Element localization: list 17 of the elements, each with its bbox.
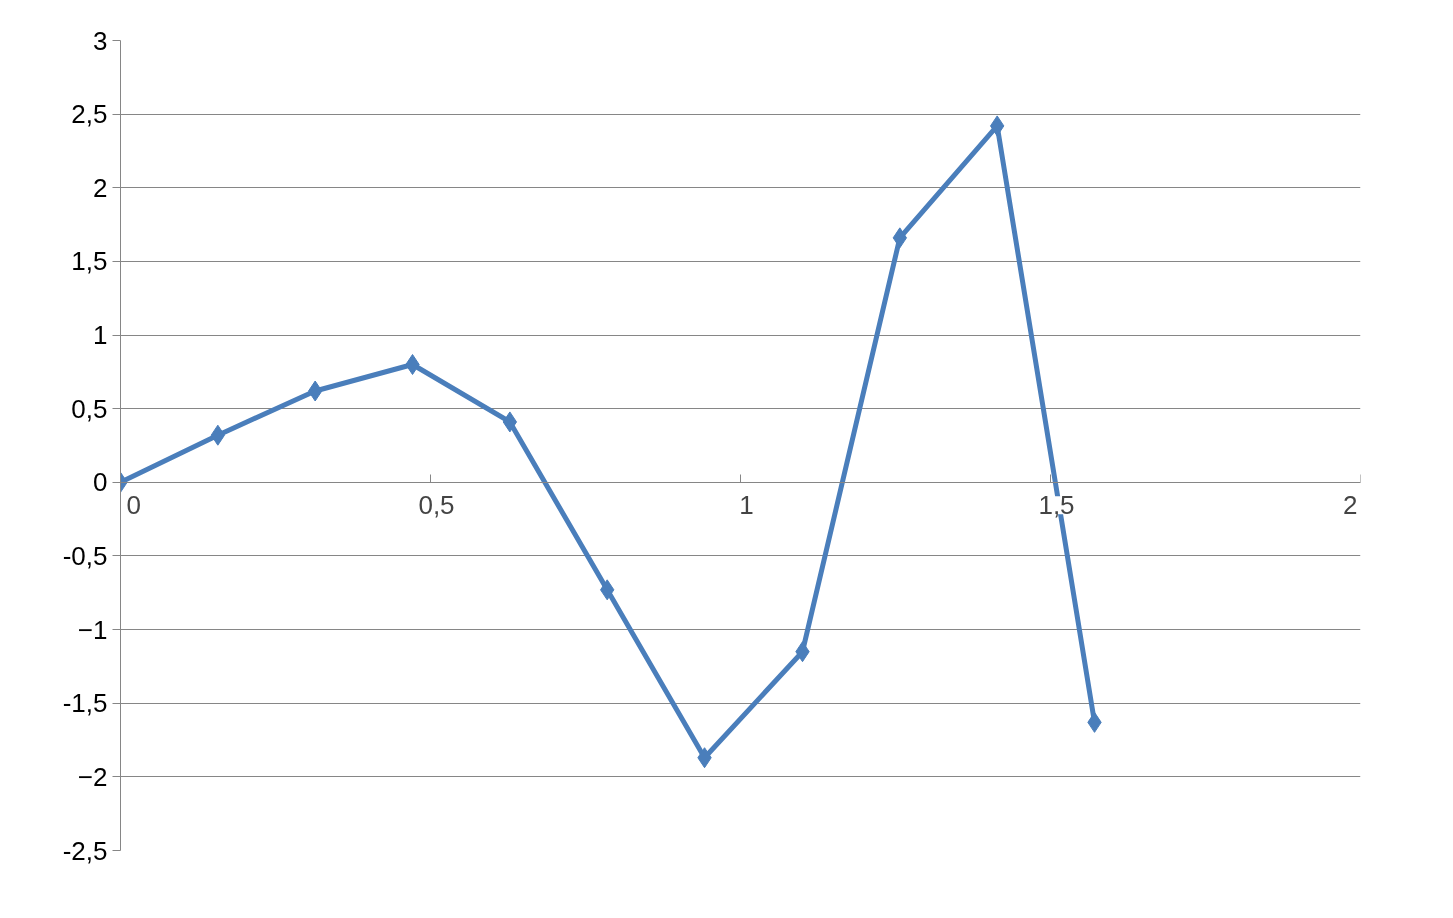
y-tick-label: −1 — [77, 614, 108, 645]
x-tick-label: 0,5 — [418, 490, 455, 521]
y-tick-label: 2,5 — [71, 99, 108, 130]
y-tick-label: 2 — [93, 172, 108, 203]
x-tick-label: 1,5 — [1038, 490, 1075, 521]
y-tick-label: 0,5 — [71, 393, 108, 424]
y-tick-label: -1,5 — [62, 688, 108, 719]
y-tick-label: −2 — [77, 761, 108, 792]
y-tick-label: 1 — [93, 320, 108, 351]
x-tick-label: 0 — [126, 490, 141, 521]
y-tick-label: 3 — [93, 25, 108, 56]
y-tick-label: -2,5 — [62, 835, 108, 866]
x-tick-label: 1 — [739, 490, 754, 521]
y-tick-label: -0,5 — [62, 540, 108, 571]
x-tick-label: 2 — [1343, 490, 1358, 521]
y-tick-label: 1,5 — [71, 246, 108, 277]
y-tick-label: 0 — [93, 467, 108, 498]
